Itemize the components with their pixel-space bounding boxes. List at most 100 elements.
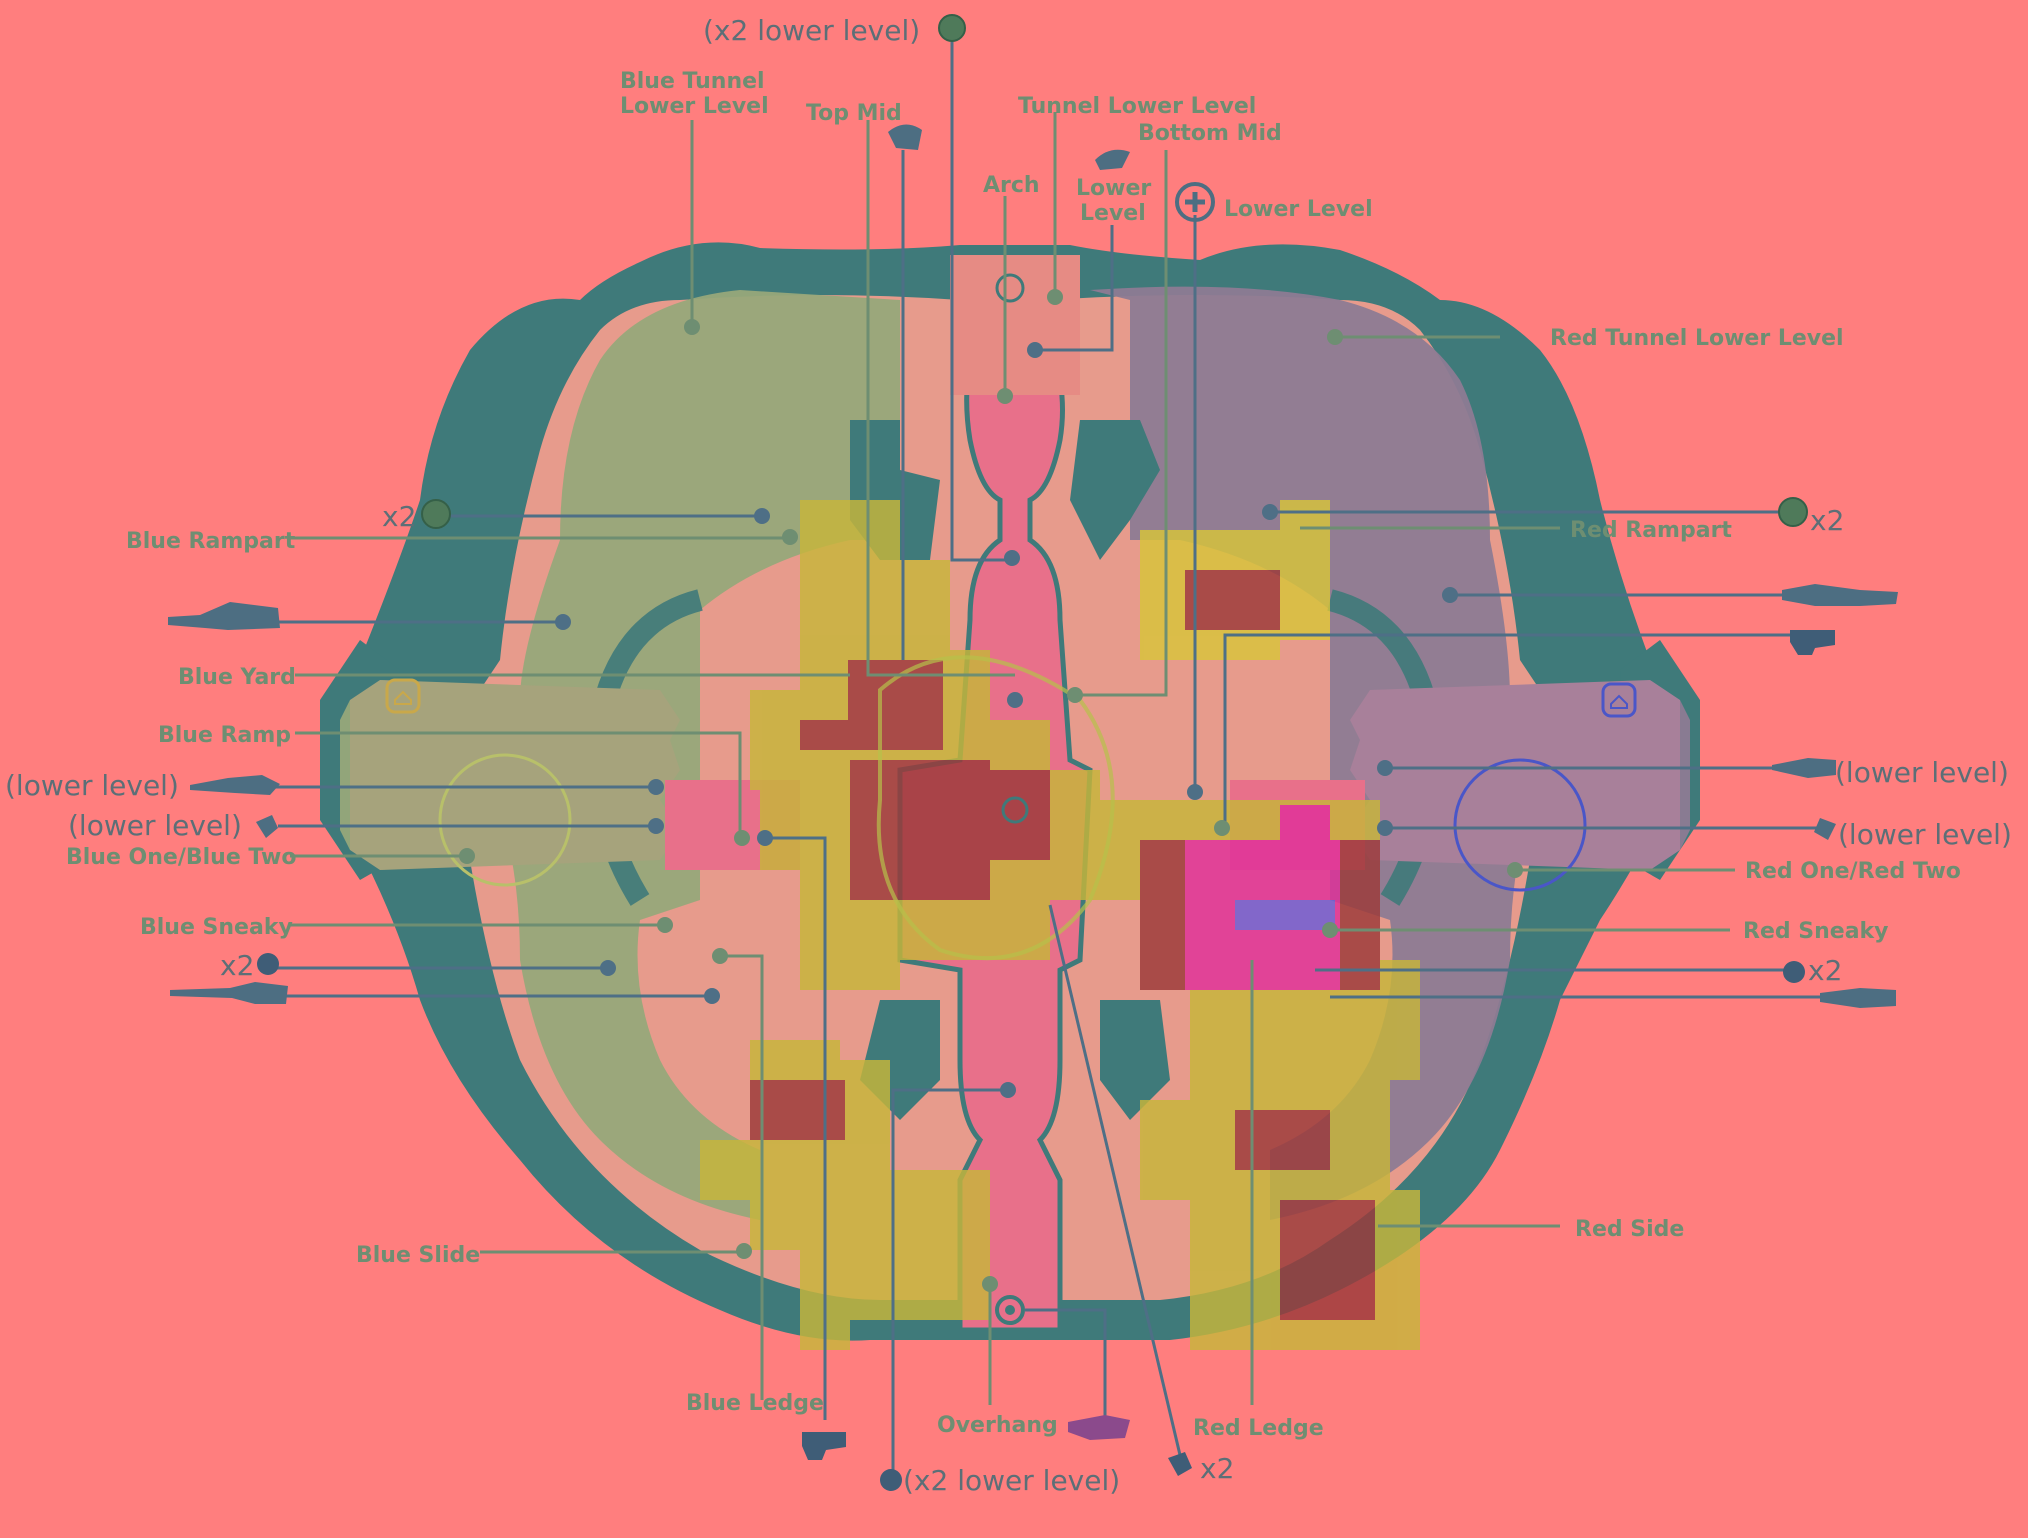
dot-red-one-two [1507, 862, 1523, 878]
red-home-glyph [1610, 694, 1628, 709]
blue-home-icon [385, 678, 421, 714]
lead-blue-ramp [295, 731, 742, 840]
flow-ring [876, 655, 1115, 961]
health-pack-icon [1175, 182, 1215, 222]
overhang-marker-icon [995, 1295, 1025, 1325]
heat-dark-8 [1280, 1200, 1375, 1320]
label-top-mid: Top Mid [806, 101, 902, 126]
dot-x2-left [754, 508, 770, 524]
lead-shotgun-right [1223, 633, 1790, 830]
label-x2-left: x2 [382, 500, 416, 533]
label-blue-ledge: Blue Ledge [686, 1391, 824, 1416]
label-lower-level-a-1: Lower [1076, 176, 1151, 201]
heat-dark-7 [1235, 1110, 1330, 1170]
sniper-right-icon [1820, 988, 1896, 1008]
label-blue-slide: Blue Slide [356, 1243, 480, 1268]
grenade-icon [938, 14, 966, 42]
label-blue-ramp: Blue Ramp [158, 723, 291, 748]
rifle-right-icon [1772, 758, 1836, 778]
label-x2-lower-level-bottom: (x2 lower level) [903, 1464, 1120, 1497]
dot-blue-rampart [782, 529, 798, 545]
dot-lower-level-right-1 [1377, 760, 1393, 776]
dot-x2-right [1262, 504, 1278, 520]
label-red-tunnel-lower: Red Tunnel Lower Level [1550, 326, 1844, 351]
dot-lower-level-left-2 [648, 818, 664, 834]
label-x2-grenade-left: x2 [220, 949, 254, 982]
rifle-left-icon [190, 775, 280, 795]
lead-needler-bottom [1025, 1308, 1107, 1420]
dot-tunnel-lower [1047, 289, 1063, 305]
label-red-ledge: Red Ledge [1193, 1416, 1324, 1441]
arch-marker-icon [995, 273, 1025, 303]
label-blue-rampart: Blue Rampart [126, 529, 296, 554]
label-lower-level-left-1: (lower level) [5, 769, 179, 802]
dot-bottom-mid [1067, 687, 1083, 703]
label-lower-level-b: Lower Level [1224, 197, 1373, 222]
heat-dark-3 [990, 770, 1050, 860]
label-x2-right: x2 [1810, 504, 1844, 537]
lead-shotgun-left [765, 836, 827, 1420]
label-red-side: Red Side [1575, 1217, 1684, 1242]
callout-icons [168, 14, 1898, 1491]
frag-right-icon [1783, 961, 1805, 983]
heat-dark-2 [850, 760, 990, 900]
leader-lines [275, 30, 1820, 1470]
dot-grenade-left [600, 960, 616, 976]
dot-shotgun-right [1214, 820, 1230, 836]
dot-lower-level-right-2 [1377, 820, 1393, 836]
tunnel-strip [950, 255, 1080, 395]
grenade-left-icon [421, 499, 451, 529]
label-arch: Arch [983, 173, 1040, 198]
label-lower-level-a-2: Level [1080, 201, 1146, 226]
center-power-icon [1001, 796, 1029, 824]
label-red-sneaky: Red Sneaky [1743, 919, 1889, 944]
red-home-icon [1601, 682, 1637, 718]
dot-x2-lower-bottom [1000, 1082, 1016, 1098]
dot-sniper-left [704, 988, 720, 1004]
dot-arch [997, 388, 1013, 404]
heat-block-blue-yard [750, 500, 1140, 990]
plasma-rifle-left-icon [168, 602, 280, 630]
plasma-pistol-icon [1095, 149, 1130, 170]
label-lower-level-left-2: (lower level) [68, 809, 242, 842]
label-blue-tunnel-1: Blue Tunnel [620, 69, 765, 94]
plasma-rifle-right-icon [1782, 584, 1898, 606]
heat-dark-6 [1185, 570, 1280, 630]
dot-blue-ledge [712, 948, 728, 964]
dot-lower-level-a [1027, 342, 1043, 358]
heat-dark-5 [750, 1080, 845, 1140]
dot-blue-slide [736, 1243, 752, 1259]
health-cross-icon [1185, 192, 1205, 212]
red-spawn-ring [1453, 758, 1587, 892]
dot-blue-tunnel [684, 319, 700, 335]
dot-overhang [982, 1276, 998, 1292]
lead-bottom-mid [1075, 150, 1168, 697]
label-overhang: Overhang [937, 1413, 1058, 1438]
blue-spawn-area [350, 680, 680, 870]
label-red-one-two: Red One/Red Two [1745, 859, 1961, 884]
sword-left-icon [256, 815, 278, 838]
lead-lower-level-a [1035, 225, 1114, 352]
red-spawn-area [1350, 680, 1680, 870]
label-tunnel-lower-level: Tunnel Lower Level [1018, 94, 1256, 119]
label-lower-level-right-2: (lower level) [1838, 818, 2012, 851]
lead-x2-lower-level-top [950, 30, 1012, 562]
needler-bottom-icon [1068, 1415, 1130, 1440]
frag-left-icon [257, 953, 279, 975]
shotgun-bottom-icon [802, 1432, 846, 1460]
dot-lower-level-left-1 [648, 779, 664, 795]
map-markers [385, 273, 1637, 1325]
heat-hot-2 [1235, 900, 1335, 930]
lead-x2-lower-bottom [891, 1088, 1010, 1470]
dot-lower-level-b [1187, 784, 1203, 800]
label-x2-bottom: x2 [1200, 1452, 1234, 1485]
dot-top-mid [1007, 692, 1023, 708]
dot-red-sneaky [1322, 922, 1338, 938]
lead-blue-ledge [720, 954, 764, 1400]
dot-red-tunnel [1327, 329, 1343, 345]
lead-x2-bottom [1048, 904, 1182, 1456]
sword-right-icon [1814, 818, 1836, 840]
heatmap-overlay [700, 500, 1420, 1350]
label-lower-level-right-1: (lower level) [1835, 756, 2009, 789]
